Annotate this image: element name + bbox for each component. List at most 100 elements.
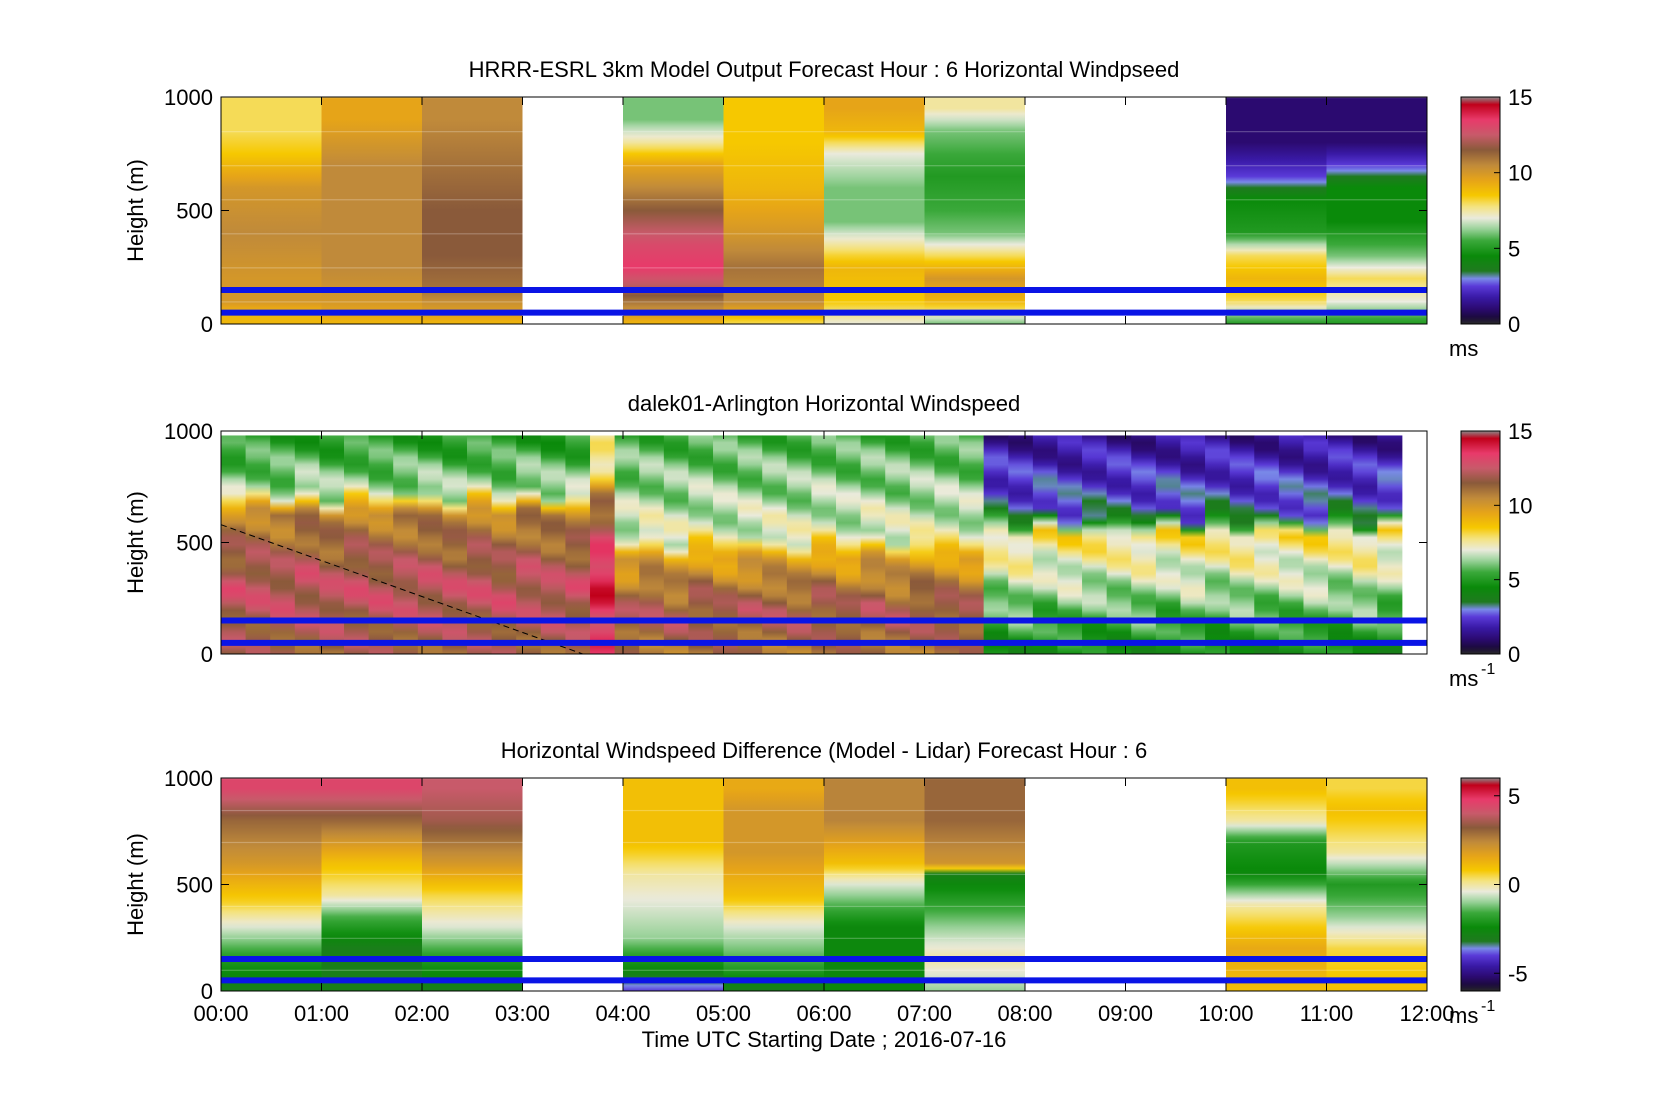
band-stripe (824, 841, 925, 844)
y-tick-label: 1000 (164, 766, 213, 791)
band-stripe (221, 267, 322, 269)
band-stripe (824, 301, 925, 303)
band-stripe (924, 165, 1025, 167)
x-tick-label: 00:00 (193, 1001, 248, 1026)
band-stripe (1326, 267, 1427, 269)
band-stripe (422, 301, 523, 303)
band-stripe (1326, 809, 1427, 812)
band-stripe (422, 905, 523, 907)
colorbar-tick-label: 5 (1508, 784, 1520, 809)
heatmap-column (321, 97, 422, 324)
band-stripe (924, 267, 1025, 269)
band-stripe (723, 267, 824, 269)
band-stripe (1226, 873, 1327, 876)
band-stripe (321, 937, 422, 939)
band-stripe (1226, 233, 1327, 235)
band-stripe (924, 937, 1025, 939)
band-stripe (924, 233, 1025, 235)
band-stripe (1326, 937, 1427, 939)
band-stripe (824, 937, 925, 939)
x-tick-label: 09:00 (1098, 1001, 1153, 1026)
band-stripe (924, 873, 1025, 876)
band-stripe (422, 969, 523, 971)
band-stripe (1326, 873, 1427, 876)
band-stripe (221, 165, 322, 167)
band-stripe (422, 267, 523, 269)
heatmap-column (623, 97, 724, 324)
x-tick-label: 10:00 (1198, 1001, 1253, 1026)
y-axis-label: Height (m) (123, 491, 148, 594)
colorbar: 0 5 10 15 ms -1 (1449, 419, 1532, 691)
band-stripe (221, 905, 322, 907)
band-stripe (221, 301, 322, 303)
colorbar-tick-label: 5 (1508, 568, 1520, 593)
band-stripe (1226, 267, 1327, 269)
band-stripe (1326, 131, 1427, 133)
band-stripe (422, 165, 523, 167)
band-stripe (824, 199, 925, 201)
heatmap-column (623, 778, 724, 991)
band-stripe (1226, 97, 1327, 99)
heatmap-column (422, 778, 523, 991)
panel-3: Horizontal Windspeed Difference (Model -… (123, 738, 1528, 1052)
heatmap-column (1226, 97, 1327, 324)
band-stripe (221, 809, 322, 812)
band-stripe (924, 301, 1025, 303)
heatmap-column (1226, 778, 1327, 991)
heatmap-column (221, 97, 322, 324)
x-tick-label: 03:00 (495, 1001, 550, 1026)
band-stripe (623, 131, 724, 133)
band-stripe (221, 199, 322, 201)
band-stripe (1226, 778, 1327, 780)
colorbar-tick-label: 15 (1508, 85, 1532, 110)
y-axis-label: Height (m) (123, 833, 148, 936)
band-stripe (623, 778, 724, 780)
band-stripe (221, 969, 322, 971)
band-stripe (321, 199, 422, 201)
band-stripe (221, 97, 322, 99)
band-stripe (824, 267, 925, 269)
band-stripe (623, 301, 724, 303)
band-stripe (723, 301, 824, 303)
x-tick-label: 12:00 (1399, 1001, 1454, 1026)
band-stripe (623, 905, 724, 907)
band-stripe (723, 841, 824, 844)
band-stripe (623, 199, 724, 201)
chart-title: HRRR-ESRL 3km Model Output Forecast Hour… (469, 57, 1180, 82)
band-stripe (321, 873, 422, 876)
band-stripe (321, 267, 422, 269)
band-stripe (723, 165, 824, 167)
band-stripe (221, 233, 322, 235)
colorbar: 0 5 10 15 ms (1449, 85, 1532, 361)
x-tick-label: 08:00 (997, 1001, 1052, 1026)
band-stripe (321, 778, 422, 780)
band-stripe (924, 841, 1025, 844)
band-stripe (723, 778, 824, 780)
band-stripe (924, 778, 1025, 780)
band-stripe (221, 778, 322, 780)
band-stripe (221, 131, 322, 133)
colorbar: -5 0 5 ms -1 (1449, 777, 1528, 1028)
panel-2: dalek01-Arlington Horizontal Windspeed 0 5… (123, 391, 1532, 691)
chart-title: dalek01-Arlington Horizontal Windspeed (628, 391, 1021, 416)
heatmap-column (723, 97, 824, 324)
band-stripe (924, 809, 1025, 812)
band-stripe (422, 199, 523, 201)
band-stripe (1326, 165, 1427, 167)
band-stripe (422, 873, 523, 876)
y-tick-label: 1000 (164, 85, 213, 110)
band-stripe (924, 199, 1025, 201)
heatmap-column (824, 778, 925, 991)
band-stripe (623, 873, 724, 876)
x-tick-label: 06:00 (796, 1001, 851, 1026)
x-tick-label: 11:00 (1300, 1001, 1353, 1026)
band-stripe (623, 233, 724, 235)
band-stripe (723, 233, 824, 235)
band-stripe (723, 969, 824, 971)
band-stripe (321, 233, 422, 235)
band-stripe (623, 841, 724, 844)
band-stripe (321, 969, 422, 971)
y-axis-label: Height (m) (123, 159, 148, 262)
band-stripe (422, 97, 523, 99)
